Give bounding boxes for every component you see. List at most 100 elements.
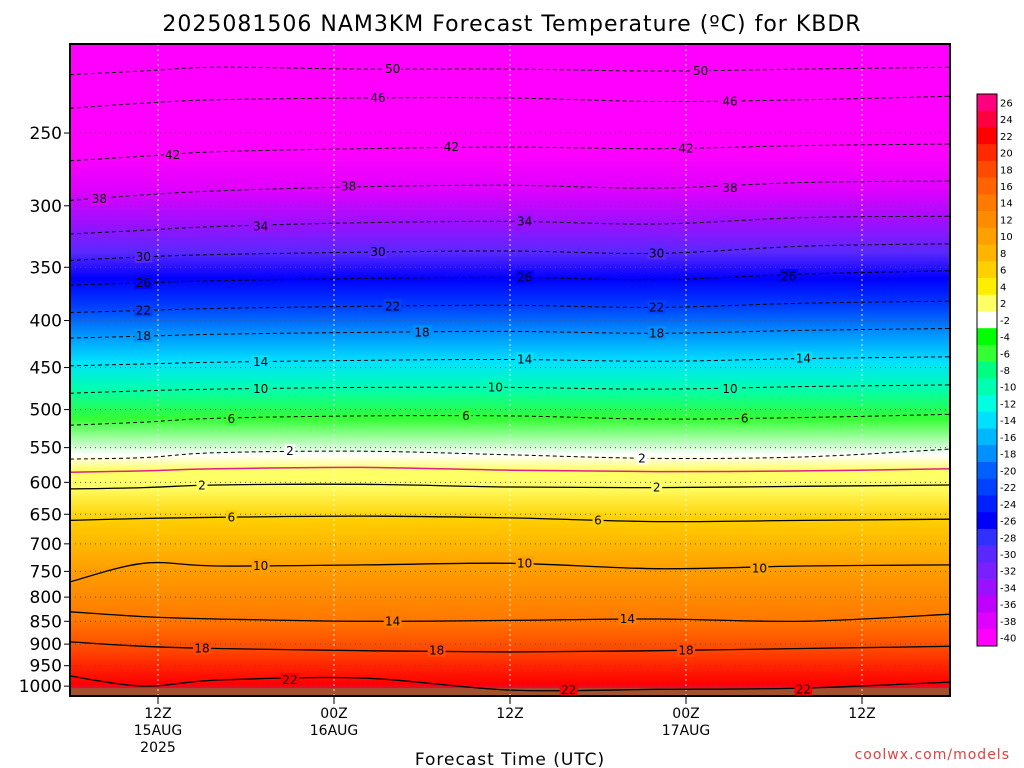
isotherm-label-bg bbox=[739, 411, 751, 425]
colorbar-label: 24 bbox=[1000, 115, 1013, 126]
colorbar-swatch bbox=[977, 495, 997, 513]
colorbar-swatch bbox=[977, 512, 997, 530]
colorbar-swatch bbox=[977, 612, 997, 630]
isotherm-label: 14 bbox=[796, 352, 811, 366]
isotherm-label-bg bbox=[691, 63, 710, 77]
isotherm-label: 10 bbox=[253, 382, 268, 396]
isotherm-label-bg bbox=[515, 270, 534, 284]
isotherm-label-bg bbox=[677, 643, 695, 657]
colorbar-frame bbox=[976, 93, 998, 647]
y-tick-label: 750 bbox=[30, 562, 62, 582]
colorbar-swatch bbox=[977, 462, 997, 480]
isotherm-label-bg bbox=[251, 382, 270, 396]
isotherm-label-bg bbox=[90, 192, 109, 206]
colorbar-swatch bbox=[977, 361, 997, 379]
isotherm-m26 bbox=[70, 270, 950, 286]
isotherm-m2 bbox=[70, 448, 950, 460]
isotherm-m50 bbox=[70, 66, 950, 76]
isotherm-label-bg bbox=[284, 444, 296, 458]
isotherm-label: 18 bbox=[429, 644, 444, 658]
y-tick-label: 950 bbox=[30, 657, 62, 677]
colorbar-swatch bbox=[977, 177, 997, 195]
y-tick-label: 800 bbox=[30, 588, 62, 608]
isotherm-label: 6 bbox=[228, 412, 236, 426]
isotherm-label-bg bbox=[134, 303, 153, 317]
credit-text: coolwx.com/models bbox=[855, 747, 1010, 763]
y-tick-label: 550 bbox=[30, 439, 62, 459]
isotherm-label-bg bbox=[651, 480, 663, 494]
isotherm-label: 50 bbox=[385, 62, 400, 76]
colorbar-swatch bbox=[977, 160, 997, 178]
isotherm-label-bg bbox=[251, 559, 270, 573]
colorbar-swatch bbox=[977, 344, 997, 362]
isotherm-label: 46 bbox=[722, 94, 737, 108]
y-tick-label: 450 bbox=[30, 359, 62, 379]
isotherm-label-bg bbox=[592, 513, 604, 527]
isotherm-14 bbox=[70, 611, 950, 623]
isotherm-label-bg bbox=[369, 245, 387, 259]
y-axis: 250 300 350 400 450 500 550 600 650 700 750 800 850 9… bbox=[19, 124, 70, 697]
isotherm-6 bbox=[70, 515, 950, 523]
colorbar-swatch bbox=[977, 127, 997, 145]
isotherm-label-bg bbox=[442, 140, 461, 154]
x-tick-label: 16AUG bbox=[310, 723, 359, 739]
isotherm-label-bg bbox=[779, 269, 798, 283]
colorbar-swatch bbox=[977, 378, 997, 396]
isotherm-label: 26 bbox=[781, 269, 796, 283]
isotherm-label: 10 bbox=[752, 562, 767, 576]
colorbar-label: -40 bbox=[1000, 634, 1016, 645]
isotherm-label-bg bbox=[163, 147, 182, 161]
chart-title: 2025081506 NAM3KM Forecast Temperature (… bbox=[162, 12, 861, 37]
isotherm-label-bg bbox=[339, 179, 358, 193]
isotherm-m10 bbox=[70, 384, 950, 394]
ground-layer bbox=[70, 688, 950, 696]
colorbar-label: 6 bbox=[1000, 266, 1006, 277]
colorbar-label: -38 bbox=[1000, 617, 1016, 628]
isotherm-m22 bbox=[70, 300, 950, 313]
colorbar-label: 2 bbox=[1000, 299, 1006, 310]
isotherm-label: 30 bbox=[370, 245, 385, 259]
x-tick-label: 12Z bbox=[144, 706, 171, 722]
colorbar-swatch bbox=[977, 110, 997, 128]
isotherm-label-bg bbox=[225, 510, 237, 524]
isotherm-label: 42 bbox=[678, 142, 693, 156]
isotherm-label: 2 bbox=[198, 479, 206, 493]
isotherm-label-bg bbox=[618, 611, 637, 625]
isotherm-label: 38 bbox=[92, 192, 107, 206]
isotherm-label-bg bbox=[413, 325, 431, 339]
isotherm-m30 bbox=[70, 243, 950, 261]
colorbar-swatch bbox=[977, 562, 997, 580]
isotherm-label: 42 bbox=[165, 148, 180, 162]
isotherm-label: 10 bbox=[722, 382, 737, 396]
isotherm-10 bbox=[70, 561, 950, 583]
isotherm-label-bg bbox=[383, 299, 402, 313]
colorbar-label: -20 bbox=[1000, 466, 1016, 477]
colorbar-swatch bbox=[977, 545, 997, 563]
isotherm-label-bg bbox=[251, 355, 270, 369]
isotherm-label-bg bbox=[225, 412, 237, 426]
x-tick-label: 2025 bbox=[140, 740, 176, 756]
isotherm-label: 34 bbox=[253, 220, 268, 234]
y-tick-label: 400 bbox=[30, 312, 62, 332]
colorbar-label: 8 bbox=[1000, 249, 1006, 260]
colorbar-label: -14 bbox=[1000, 416, 1016, 427]
colorbar-label: -4 bbox=[1000, 333, 1010, 344]
colorbar-swatch bbox=[977, 294, 997, 312]
isotherm-label-bg bbox=[515, 214, 534, 228]
isotherm-label: 26 bbox=[136, 276, 151, 290]
isotherm-label-bg bbox=[427, 643, 446, 657]
colorbar-label: 12 bbox=[1000, 215, 1013, 226]
colorbar-label: -18 bbox=[1000, 450, 1016, 461]
isotherm-label-bg bbox=[677, 141, 695, 155]
colorbar-label: -22 bbox=[1000, 483, 1016, 494]
colorbar-swatch bbox=[977, 579, 997, 597]
colorbar-swatch bbox=[977, 261, 997, 279]
y-tick-label: 1000 bbox=[19, 677, 62, 697]
colorbar-label: -16 bbox=[1000, 433, 1016, 444]
isotherm-label: 50 bbox=[693, 64, 708, 78]
isotherm-m46 bbox=[70, 95, 950, 109]
isotherm-m42 bbox=[70, 143, 950, 162]
isotherm-label: 22 bbox=[282, 673, 297, 687]
